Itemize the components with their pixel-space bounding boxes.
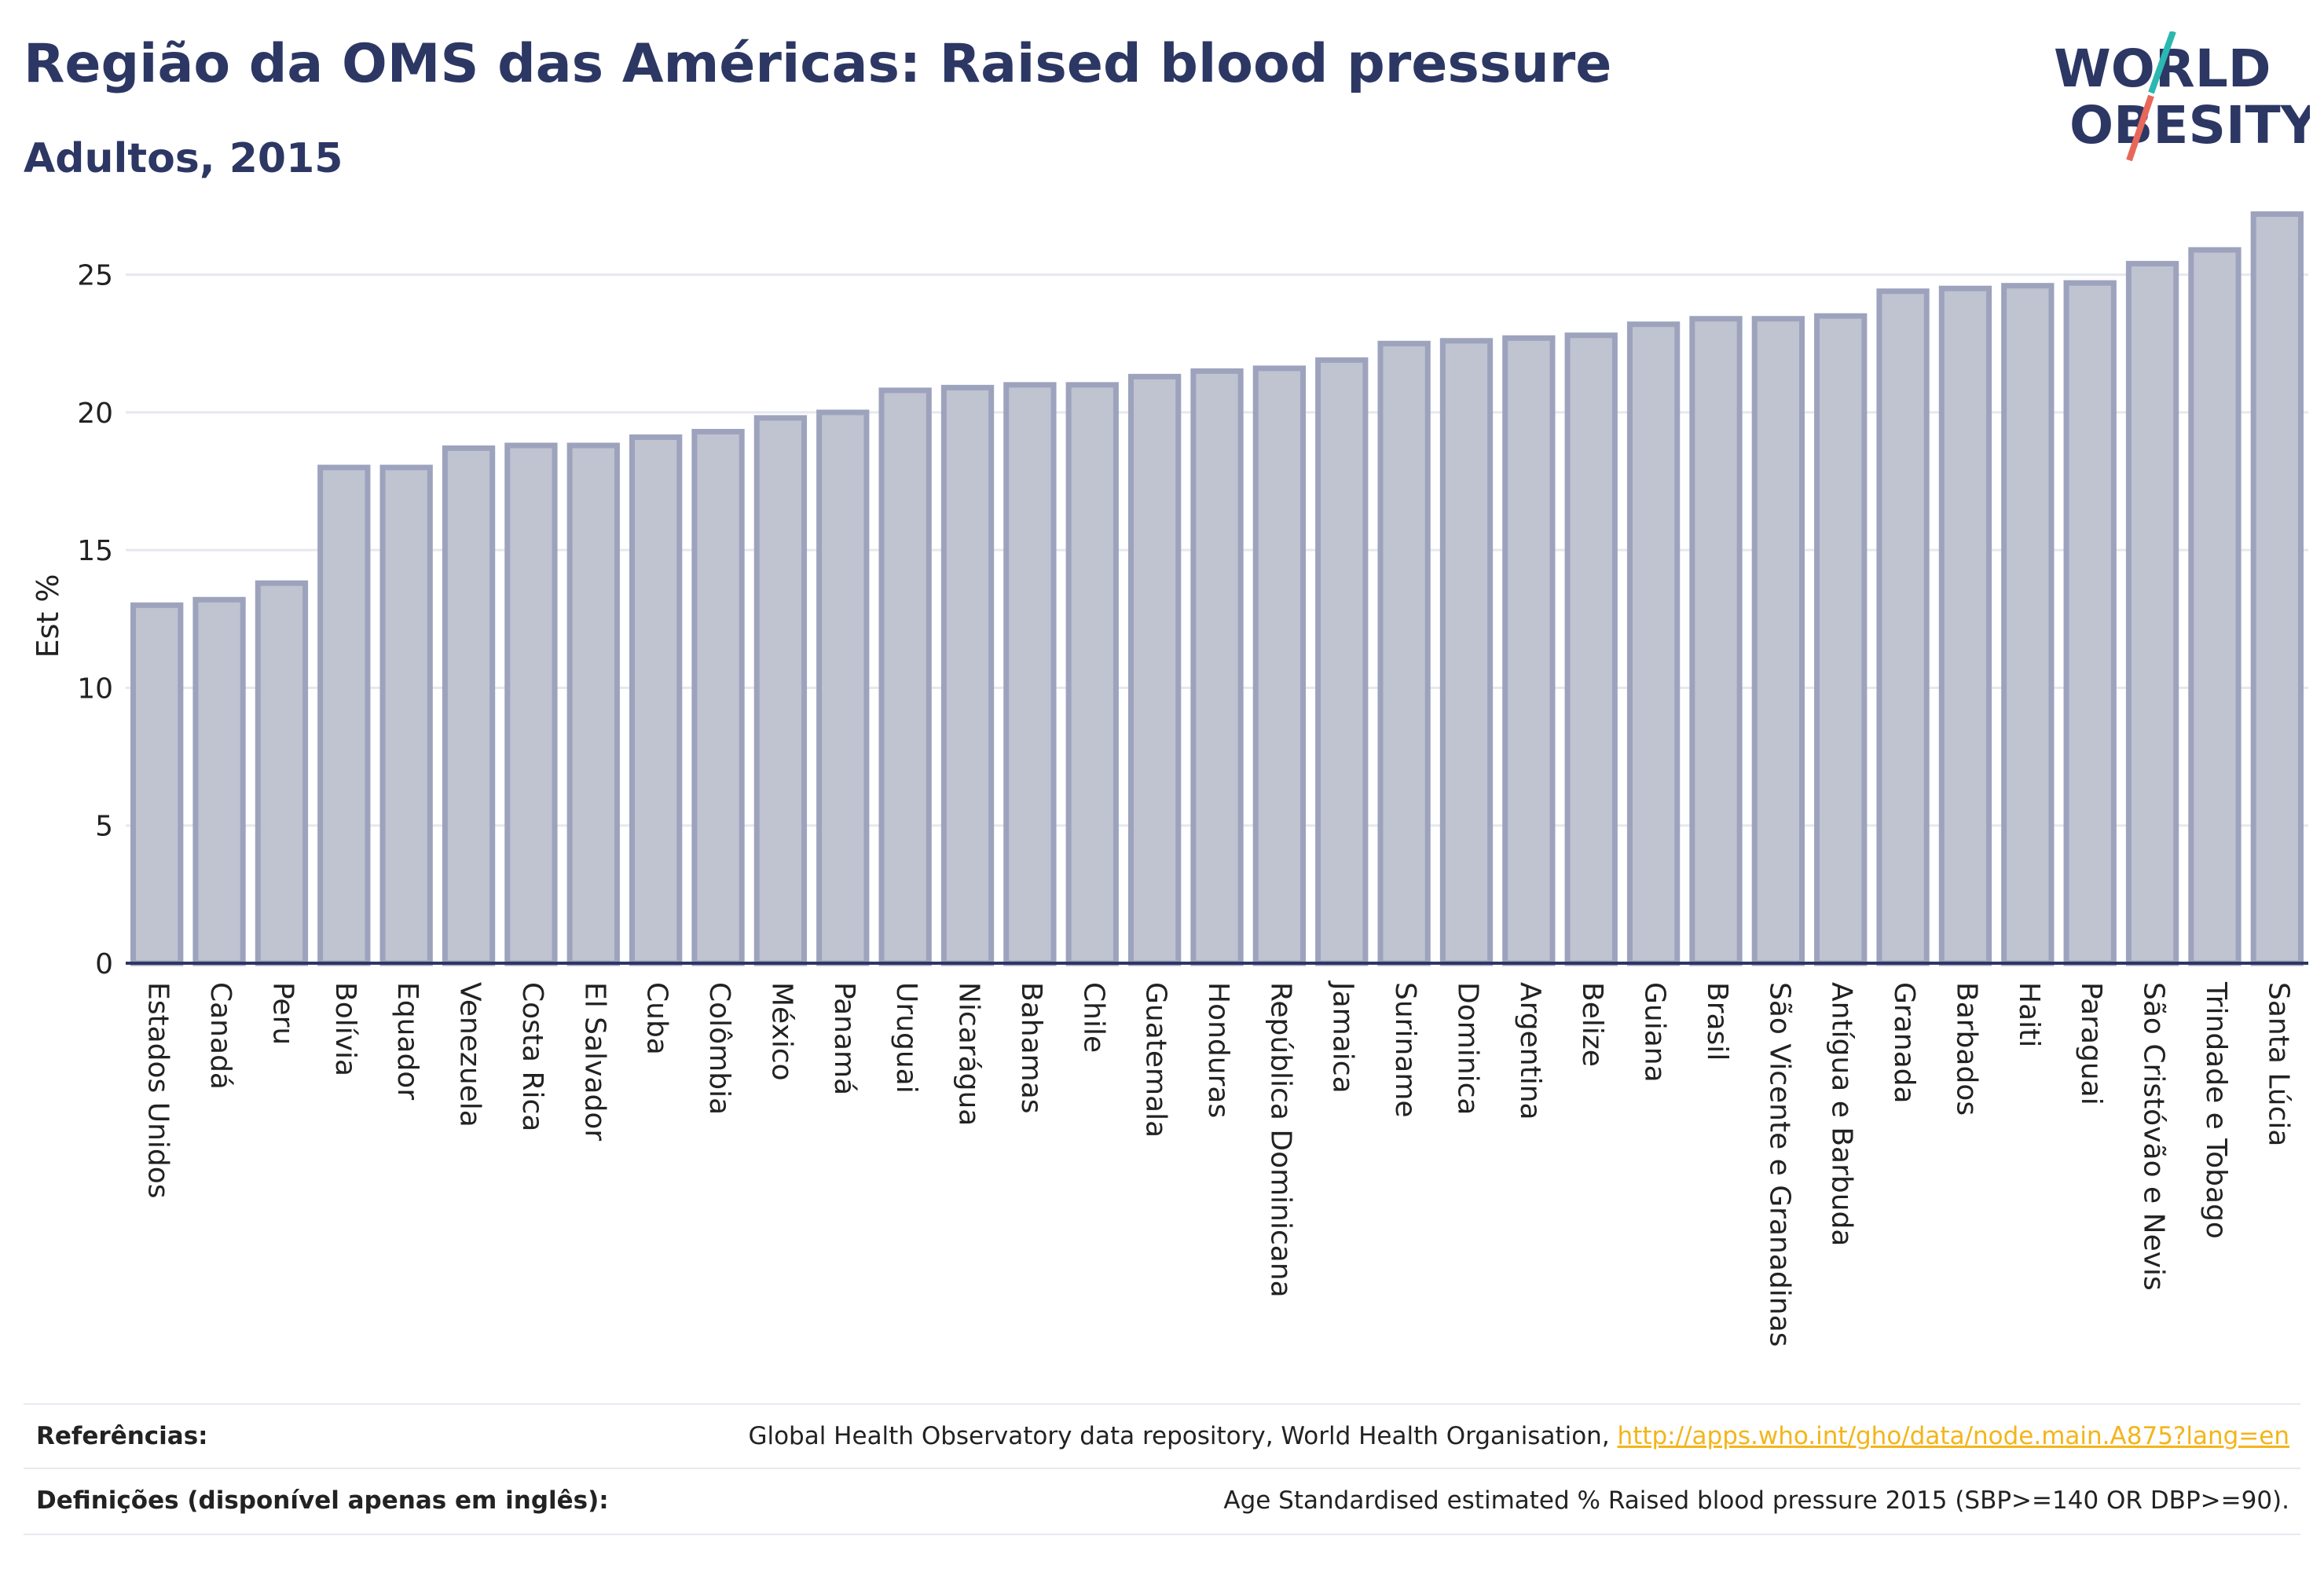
x-tick-label: Colômbia — [703, 982, 735, 1115]
bar — [1751, 316, 1805, 966]
bar — [1065, 382, 1119, 966]
x-tick-label: Chile — [1077, 982, 1109, 1053]
bar — [317, 464, 371, 966]
bar — [878, 387, 932, 966]
x-tick-label: Panamá — [828, 982, 860, 1095]
x-tick-label: Cuba — [641, 982, 673, 1055]
y-tick-label: 10 — [77, 673, 113, 705]
bar — [504, 442, 558, 966]
references-text: Global Health Observatory data repositor… — [748, 1422, 1618, 1450]
bar — [1190, 368, 1244, 966]
bar — [940, 384, 995, 966]
bar — [2250, 211, 2304, 966]
bar — [1127, 373, 1182, 966]
y-tick-label: 20 — [77, 398, 113, 430]
x-tick-label: Suriname — [1389, 982, 1421, 1118]
bars — [130, 211, 2304, 966]
x-tick-label: Bahamas — [1015, 982, 1047, 1114]
definitions-row: Definições (disponível apenas em inglês)… — [24, 1469, 2300, 1532]
x-tick-label: Jamaica — [1327, 980, 1359, 1094]
definitions-value: Age Standardised estimated % Raised bloo… — [1223, 1486, 2289, 1515]
x-tick-label: Bolívia — [329, 982, 361, 1076]
x-tick-label: Estados Unidos — [142, 982, 174, 1199]
x-tick-label: Belize — [1576, 982, 1608, 1067]
bar — [1938, 285, 1992, 966]
bar — [691, 428, 745, 966]
bar — [1315, 357, 1369, 966]
bar — [442, 445, 496, 966]
bar — [2063, 280, 2117, 966]
x-tick-label: Argentina — [1514, 982, 1546, 1120]
bar — [2188, 247, 2242, 966]
x-tick-label: Guiana — [1639, 982, 1671, 1083]
bar — [816, 409, 870, 966]
chart-title: Região da OMS das Américas: Raised blood… — [24, 33, 1612, 95]
x-tick-label: Paraguai — [2075, 982, 2107, 1105]
footer-rule-middle — [24, 1468, 2300, 1469]
x-tick-label: Antígua e Barbuda — [1826, 982, 1858, 1246]
x-tick-label: Equador — [391, 982, 423, 1100]
x-tick-label: Canadá — [204, 982, 236, 1090]
x-tick-label: República Dominicana — [1264, 982, 1296, 1298]
x-tick-label: Brasil — [1701, 982, 1733, 1061]
bar — [2001, 283, 2055, 966]
bar — [130, 602, 184, 966]
x-tick-label: Guatemala — [1140, 982, 1172, 1138]
bar — [1689, 316, 1743, 966]
x-tick-label: Santa Lúcia — [2262, 982, 2294, 1146]
world-obesity-logo: WORLD OBESITY — [2054, 31, 2310, 162]
footer-rule-bottom — [24, 1534, 2300, 1535]
footer: Referências: Global Health Observatory d… — [24, 1403, 2300, 1537]
bar — [1377, 340, 1431, 966]
bar — [566, 442, 620, 966]
x-tick-label: Honduras — [1202, 982, 1234, 1118]
x-tick-label: São Vicente e Granadinas — [1763, 982, 1795, 1347]
x-tick-label: Venezuela — [454, 982, 486, 1127]
references-value: Global Health Observatory data repositor… — [748, 1422, 2300, 1450]
bar — [1003, 382, 1057, 966]
x-tick-label: Barbados — [1950, 982, 1982, 1116]
bar — [192, 596, 246, 966]
x-tick-label: México — [765, 982, 797, 1081]
logo-line2: OBESITY — [2069, 95, 2310, 156]
bar — [629, 434, 683, 966]
bar — [1564, 332, 1618, 966]
bar — [753, 415, 808, 966]
references-row: Referências: Global Health Observatory d… — [24, 1405, 2300, 1468]
x-tick-label: Dominica — [1451, 982, 1483, 1116]
x-tick-label: Trindade e Tobago — [2200, 981, 2232, 1239]
y-axis-title: Est % — [31, 574, 65, 658]
x-tick-label: Costa Rica — [516, 982, 548, 1131]
logo-slash-top — [2148, 31, 2176, 94]
logo-slash-bottom — [2126, 94, 2154, 162]
x-axis-ticks: Estados Unidos Canadá Peru Bolívia Equador Ve… — [142, 980, 2295, 1347]
x-tick-label: Nicarágua — [953, 982, 985, 1126]
y-tick-label: 25 — [77, 260, 113, 292]
y-tick-label: 5 — [95, 811, 113, 843]
bar-chart: 0 5 10 15 20 25 Estados Unidos Canadá Peru Bolív… — [31, 211, 2308, 1347]
bar — [1814, 313, 1868, 966]
y-axis-ticks: 0 5 10 15 20 25 — [77, 260, 113, 980]
x-tick-label: Peru — [266, 982, 299, 1045]
x-tick-label: Uruguai — [890, 982, 922, 1094]
y-tick-label: 0 — [95, 948, 113, 980]
bar — [379, 464, 433, 966]
references-link[interactable]: http://apps.who.int/gho/data/node.main.A… — [1617, 1422, 2289, 1450]
bar — [1252, 365, 1307, 966]
x-tick-label: São Cristóvão e Nevis — [2138, 982, 2170, 1291]
references-label: Referências: — [36, 1422, 208, 1450]
bar — [1876, 288, 1930, 966]
definitions-label: Definições (disponível apenas em inglês)… — [36, 1486, 609, 1515]
x-tick-label: Granada — [1888, 982, 1920, 1104]
bar — [1626, 321, 1681, 966]
x-tick-label: Haiti — [2013, 982, 2045, 1047]
bar — [255, 580, 309, 966]
y-tick-label: 15 — [77, 535, 113, 567]
x-tick-label: El Salvador — [578, 982, 610, 1141]
bar — [2125, 261, 2179, 966]
bar — [1502, 335, 1556, 966]
chart-subtitle: Adultos, 2015 — [24, 135, 343, 182]
footer-rule-top — [24, 1403, 2300, 1405]
bar — [1439, 338, 1494, 966]
